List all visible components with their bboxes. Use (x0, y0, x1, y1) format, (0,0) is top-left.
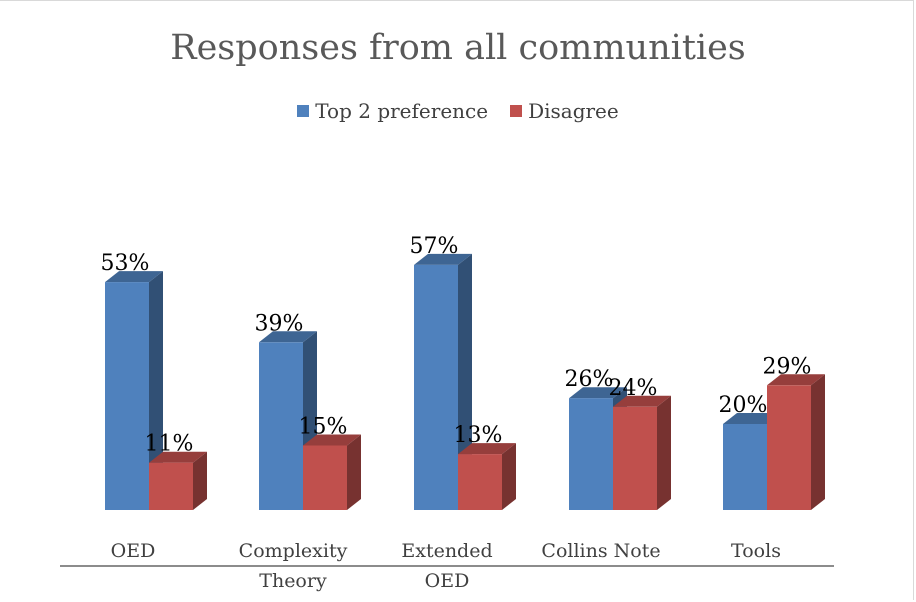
category-label-3-1: Extended (401, 540, 492, 562)
data-label-1-5: 20% (719, 393, 768, 418)
category-label-2-2: Theory (259, 570, 327, 592)
data-label-2-2: 15% (299, 415, 348, 440)
bar-top-2-3 (458, 443, 516, 455)
bar-1-2 (259, 342, 303, 510)
bar-side-2-2 (347, 434, 361, 510)
bar-1-4 (569, 398, 613, 510)
legend: Top 2 preference Disagree (0, 99, 916, 123)
legend-swatch-series-1 (297, 105, 310, 117)
bar-1-1 (105, 282, 149, 510)
data-label-1-4: 26% (565, 367, 614, 392)
data-label-2-5: 29% (763, 354, 812, 379)
legend-item-series-2: Disagree (510, 99, 619, 123)
category-label-5-1: Tools (731, 540, 781, 562)
legend-label-series-2: Disagree (528, 99, 619, 123)
bar-1-5 (723, 424, 767, 510)
bar-top-1-3 (414, 253, 472, 265)
category-label-4-1: Collins Note (541, 540, 660, 562)
bar-side-1-1 (149, 271, 163, 510)
bar-top-2-2 (303, 434, 361, 446)
bar-top-1-4 (569, 387, 627, 399)
category-label-1-1: OED (111, 540, 156, 562)
bar-side-2-4 (657, 395, 671, 510)
bar-side-2-5 (811, 374, 825, 510)
bar-2-3 (458, 454, 502, 510)
bar-2-1 (149, 462, 193, 510)
bar-side-2-1 (193, 451, 207, 510)
bar-top-1-1 (105, 271, 163, 283)
data-label-2-1: 11% (145, 432, 194, 457)
chart-title: Responses from all communities (170, 28, 746, 68)
bar-2-4 (613, 406, 657, 510)
bar-2-2 (303, 445, 347, 510)
legend-swatch-series-2 (510, 105, 523, 117)
bar-top-2-1 (149, 451, 207, 463)
bar-1-3 (414, 264, 458, 510)
bar-top-2-4 (613, 395, 671, 407)
data-label-2-4: 24% (609, 376, 658, 401)
bar-2-5 (767, 385, 811, 510)
bar-side-2-3 (502, 443, 516, 510)
data-label-1-3: 57% (410, 234, 459, 259)
category-label-2-1: Complexity (239, 540, 348, 562)
bar-top-1-2 (259, 331, 317, 343)
data-label-1-2: 39% (255, 311, 304, 336)
bar-top-1-5 (723, 413, 781, 424)
legend-label-series-1: Top 2 preference (315, 99, 489, 123)
data-label-2-3: 13% (454, 423, 503, 448)
category-label-3-2: OED (425, 570, 470, 592)
legend-item-series-1: Top 2 preference (297, 99, 488, 123)
data-label-1-1: 53% (101, 251, 150, 276)
bar-top-2-5 (767, 374, 825, 386)
